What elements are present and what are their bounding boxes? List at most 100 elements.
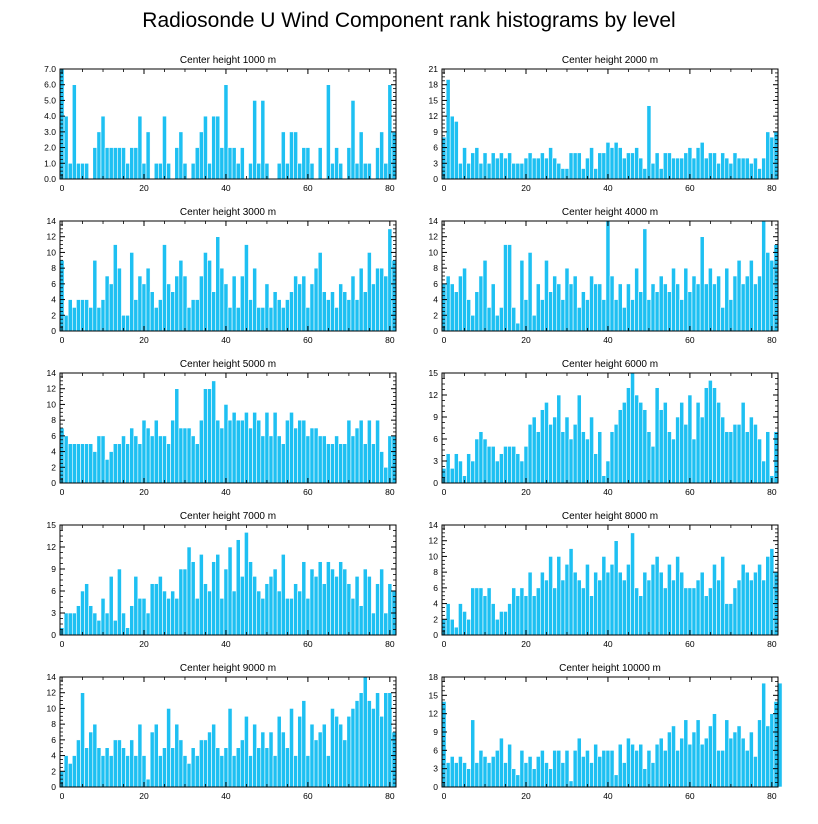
- histogram-bar: [334, 147, 339, 180]
- histogram-bar: [617, 147, 623, 180]
- histogram-bar: [511, 587, 517, 636]
- histogram-bar: [499, 453, 504, 484]
- panel-1000m: Center height 1000 m 0.0 1.0 2.0 3.0 4.0 5.0 6.…: [18, 45, 418, 200]
- y-tick-label: 2: [51, 462, 56, 472]
- histogram-bar: [466, 299, 471, 332]
- histogram-bar: [178, 131, 184, 180]
- histogram-bar: [375, 267, 380, 332]
- histogram-bar: [133, 755, 139, 788]
- histogram-bar: [638, 291, 644, 332]
- histogram-bar: [117, 739, 122, 788]
- x-tick-label: 20: [521, 487, 531, 497]
- histogram-bar: [231, 147, 237, 180]
- histogram-bar: [744, 431, 750, 484]
- histogram-bar: [634, 267, 639, 332]
- histogram-bar: [494, 460, 500, 484]
- histogram-bar: [166, 162, 171, 180]
- histogram-bar: [691, 275, 697, 332]
- histogram-bar: [264, 411, 270, 484]
- histogram-svg: Center height 2000 m 0 3 6 9 12 15 18 21 0 20 40 60 8…: [429, 55, 779, 193]
- histogram-bar: [568, 438, 574, 484]
- histogram-bar: [125, 314, 130, 332]
- histogram-bar: [92, 612, 98, 636]
- histogram-bar: [301, 561, 307, 636]
- x-tick-label: 80: [767, 639, 777, 649]
- histogram-bar: [540, 299, 545, 332]
- histogram-bar: [576, 152, 582, 180]
- histogram-bar: [293, 275, 298, 332]
- histogram-bar: [589, 595, 594, 636]
- y-tick-label: 0: [433, 174, 438, 184]
- histogram-bar: [662, 283, 668, 332]
- histogram-bar: [535, 157, 541, 180]
- histogram-bar: [458, 756, 463, 788]
- histogram-bar: [720, 416, 726, 484]
- histogram-bar: [305, 598, 311, 636]
- histogram-bar: [334, 435, 339, 484]
- histogram-bar: [162, 590, 167, 636]
- histogram-bar: [515, 774, 521, 788]
- histogram-bar: [572, 424, 578, 484]
- x-tick-label: 40: [221, 487, 231, 497]
- histogram-bar: [219, 267, 225, 332]
- histogram-bar: [720, 307, 726, 332]
- histogram-bar: [248, 162, 253, 180]
- histogram-bar: [321, 291, 327, 332]
- histogram-bar: [593, 168, 599, 180]
- histogram-bar: [350, 275, 356, 332]
- histogram-svg: Center height 9000 m 0 2 4 6 8 10 12 14 0 20 40 60 80: [47, 663, 397, 801]
- histogram-bar: [511, 768, 517, 788]
- histogram-bar: [362, 568, 368, 636]
- histogram-bar: [478, 431, 484, 484]
- histogram-bar: [158, 576, 163, 636]
- histogram-bar: [203, 388, 208, 484]
- histogram-bar: [486, 162, 492, 180]
- histogram-bar: [658, 737, 664, 788]
- histogram-bar: [453, 762, 459, 788]
- histogram-bar: [260, 598, 266, 636]
- histogram-bar: [765, 431, 771, 484]
- histogram-bar: [605, 220, 611, 332]
- histogram-bar: [757, 719, 762, 788]
- y-tick-label: 4: [51, 295, 56, 305]
- histogram-bar: [174, 723, 180, 788]
- histogram-bar: [540, 409, 545, 484]
- histogram-bar: [466, 768, 471, 788]
- histogram-bar: [540, 571, 545, 636]
- x-tick-label: 40: [221, 183, 231, 193]
- histogram-bar: [449, 618, 455, 636]
- histogram-bar: [104, 147, 110, 180]
- x-tick-label: 20: [139, 183, 149, 193]
- histogram-bar: [223, 568, 229, 636]
- histogram-bar: [170, 590, 176, 636]
- histogram-bar: [552, 587, 558, 636]
- histogram-bar: [231, 590, 237, 636]
- histogram-bar: [104, 747, 110, 788]
- histogram-bar: [235, 539, 241, 636]
- histogram-bar: [585, 157, 590, 180]
- histogram-bar: [712, 713, 717, 788]
- histogram-bar: [117, 147, 122, 180]
- histogram-bar: [256, 747, 262, 788]
- histogram-bar: [519, 259, 525, 332]
- histogram-bar: [486, 307, 492, 332]
- y-tick-label: 0: [51, 782, 56, 792]
- histogram-bar: [342, 291, 348, 332]
- histogram-bar: [548, 291, 553, 332]
- y-tick-label: 4: [51, 751, 56, 761]
- histogram-bar: [589, 147, 594, 180]
- histogram-bar: [63, 435, 69, 484]
- histogram-bar: [309, 568, 315, 636]
- histogram-bar: [170, 419, 176, 484]
- histogram-bar: [256, 307, 262, 332]
- histogram-bar: [556, 394, 562, 484]
- y-tick-label: 10: [47, 703, 57, 713]
- histogram-bar: [667, 431, 672, 484]
- x-tick-label: 40: [221, 791, 231, 801]
- histogram-bar: [141, 419, 147, 484]
- histogram-bar: [346, 299, 352, 332]
- figure-title: Radiosonde U Wind Component rank histogr…: [142, 9, 676, 32]
- histogram-bar: [276, 162, 282, 180]
- histogram-bar: [178, 739, 184, 788]
- histogram-svg: Center height 10000 m 0 3 6 9 12 15 18 0 20 40 60 80: [429, 663, 783, 801]
